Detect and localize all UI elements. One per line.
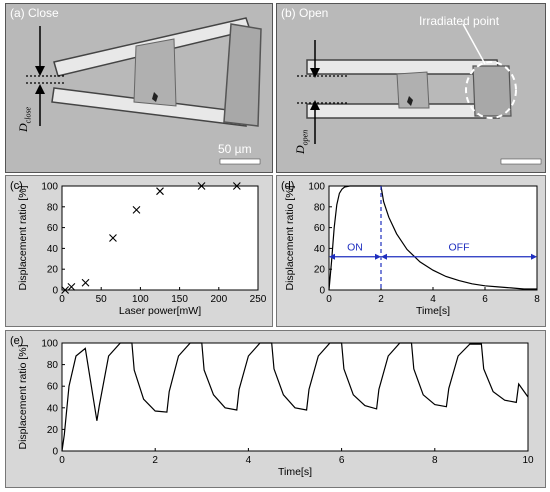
arrowhead-right-0 [375, 253, 381, 260]
panel-label-d: (d) [281, 180, 294, 192]
y-tick-label: 100 [308, 182, 325, 193]
y-tick-label: 80 [47, 360, 59, 371]
data-point-0 [61, 286, 70, 294]
y-axis-label-d: Displacement ratio [%] [284, 185, 296, 290]
x-tick-label: 8 [534, 294, 540, 305]
annotation-bg-1 [445, 240, 473, 253]
annotation-label-0: ON [347, 242, 363, 254]
chart-d-svg: (d) 0 20 40 60 80 100 0 2 4 6 8 Time[s] Displacement … [281, 180, 540, 317]
x-tick-label: 4 [430, 294, 436, 305]
y-tick-label: 80 [314, 202, 326, 213]
y-tick-label: 60 [47, 382, 59, 393]
panel-label-c: (c) [10, 180, 23, 192]
y-tick-label: 100 [41, 182, 58, 193]
y-tick-label: 40 [47, 403, 59, 414]
annotation-label-1: OFF [449, 242, 470, 254]
chart-c-svg: (c) 0 20 40 60 80 100 0 50 100 150 200 250 Laser powe… [10, 180, 267, 317]
data-point-2 [81, 278, 90, 287]
x-tick-label: 4 [246, 455, 252, 466]
panel-b-label: (b) Open [281, 6, 329, 20]
plot-area-c [61, 185, 259, 291]
x-tick-label: 6 [482, 294, 488, 305]
y-tick-label: 20 [47, 425, 59, 436]
x-tick-label: 2 [378, 294, 384, 305]
irradiated-point-label: Irradiated point [419, 14, 500, 28]
y-tick-label: 80 [47, 202, 59, 213]
data-point-5 [156, 187, 164, 196]
x-tick-label: 0 [59, 455, 65, 466]
panel-a-micrograph: (a) Close Dclose 50 µm [5, 3, 273, 173]
chart-e-svg: (e) 0 20 40 60 80 100 0 2 4 6 8 10 Time[s] Displacemen… [10, 335, 534, 478]
y-tick-label: 0 [52, 447, 58, 458]
y-tick-label: 40 [47, 244, 59, 255]
x-tick-label: 8 [432, 455, 438, 466]
d-close-label: Dclose [16, 106, 33, 132]
panel-b-micrograph: (b) Open Irradiated point Dopen [276, 3, 546, 173]
annotation-bg-0 [341, 240, 369, 253]
y-axis-label-e: Displacement ratio [%] [17, 344, 29, 449]
x-tick-label: 150 [171, 294, 188, 305]
panel-b-gripper-drawing [297, 23, 542, 165]
series-line-0 [328, 185, 537, 291]
x-tick-label: 50 [96, 294, 108, 305]
panel-c-plot: (c) 0 20 40 60 80 100 0 50 100 150 200 250 Laser powe… [5, 175, 273, 327]
panel-a-label: (a) Close [10, 6, 59, 20]
plot-area-d [328, 185, 538, 291]
data-point-7 [232, 182, 241, 190]
x-axis-label-c: Laser power[mW] [119, 305, 201, 317]
x-axis-label-e: Time[s] [278, 466, 312, 478]
data-point-6 [197, 182, 206, 190]
panel-e-plot: (e) 0 20 40 60 80 100 0 2 4 6 8 10 Time[s] Displacemen… [5, 330, 546, 488]
arrowhead-left-0 [329, 253, 335, 260]
y-tick-label: 20 [314, 265, 326, 276]
panel-label-e: (e) [10, 335, 23, 347]
d-open-label: Dopen [293, 129, 310, 154]
y-tick-label: 40 [314, 244, 326, 255]
arrowhead-left-1 [381, 253, 387, 260]
x-tick-label: 250 [250, 294, 267, 305]
x-tick-label: 6 [339, 455, 345, 466]
panel-d-plot: (d) 0 20 40 60 80 100 0 2 4 6 8 Time[s] Displacement … [276, 175, 546, 327]
x-tick-label: 0 [59, 294, 65, 305]
arrowhead-right-1 [531, 253, 537, 260]
data-point-4 [132, 206, 141, 214]
y-tick-label: 0 [52, 286, 58, 297]
x-tick-label: 200 [210, 294, 227, 305]
y-tick-label: 20 [47, 265, 59, 276]
y-tick-label: 0 [319, 286, 325, 297]
plot-area-e [61, 342, 529, 452]
x-axis-label-d: Time[s] [416, 305, 450, 317]
x-tick-label: 100 [132, 294, 149, 305]
series-line-0 [61, 342, 529, 452]
y-axis-label-c: Displacement ratio [%] [17, 185, 29, 290]
data-point-3 [109, 234, 117, 242]
data-point-1 [67, 282, 76, 291]
y-tick-label: 60 [47, 223, 59, 234]
x-tick-label: 2 [152, 455, 158, 466]
y-tick-label: 60 [314, 223, 326, 234]
scale-bar-label: 50 µm [218, 142, 252, 156]
x-tick-label: 10 [522, 455, 534, 466]
x-tick-label: 0 [326, 294, 332, 305]
panel-a-gripper-drawing [26, 17, 262, 165]
y-tick-label: 100 [41, 339, 58, 350]
